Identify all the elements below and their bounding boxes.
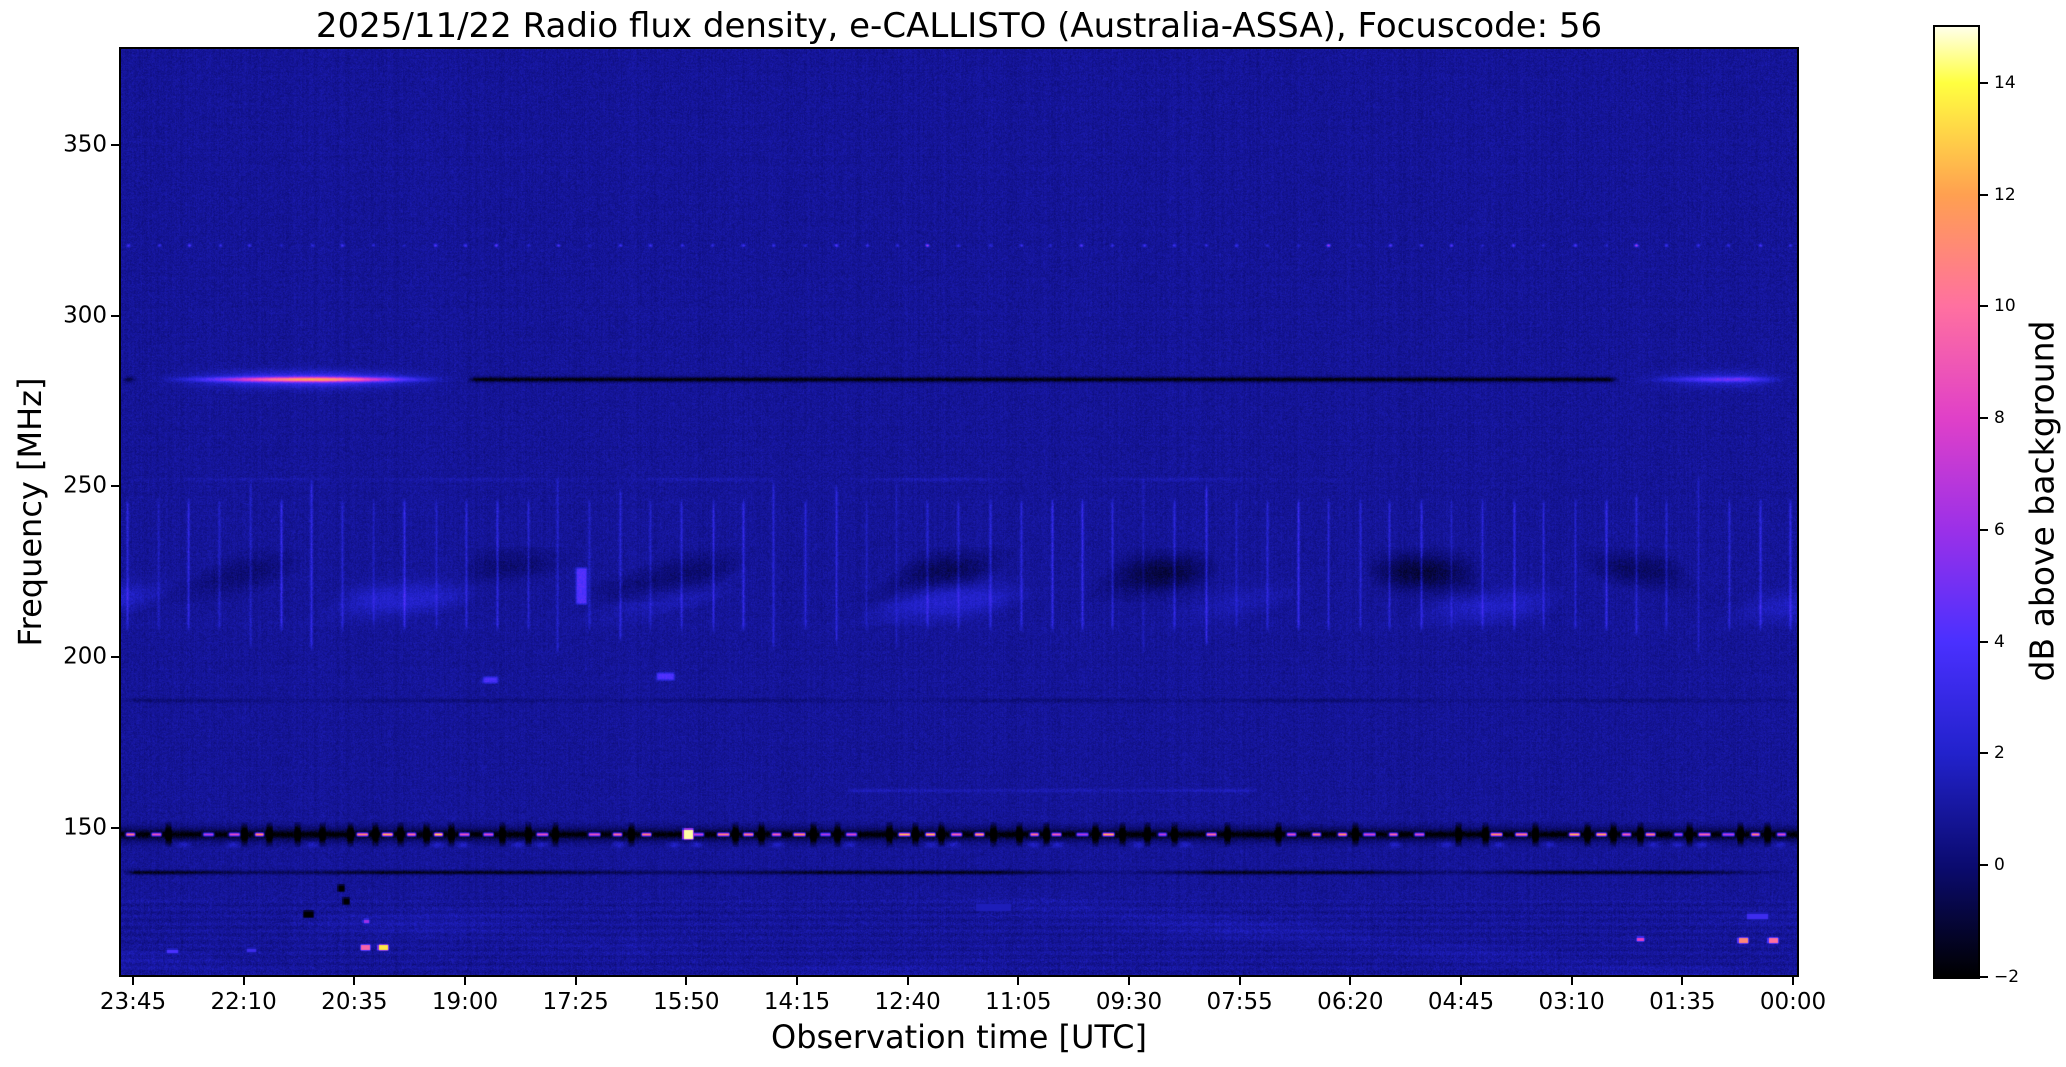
x-tick-mark	[464, 975, 466, 985]
x-tick-label: 03:10	[1538, 989, 1605, 1015]
colorbar-gradient	[1935, 27, 1978, 977]
y-tick-label: 200	[63, 643, 107, 670]
colorbar	[1933, 25, 1980, 979]
y-tick-mark	[111, 485, 121, 488]
colorbar-tick-label: 4	[1994, 631, 2005, 652]
colorbar-tick-mark	[1980, 305, 1988, 308]
colorbar-tick-label: 2	[1994, 743, 2005, 764]
x-tick-label: 15:50	[653, 989, 720, 1015]
y-tick-mark	[111, 143, 121, 146]
y-tick-label: 150	[63, 814, 107, 841]
x-tick-mark	[574, 975, 577, 985]
x-tick-mark	[1570, 975, 1573, 985]
x-tick-mark	[1792, 975, 1794, 985]
colorbar-tick-mark	[1980, 864, 1988, 867]
x-axis-label: Observation time [UTC]	[771, 1018, 1147, 1056]
x-tick-mark	[685, 975, 688, 985]
x-tick-mark	[132, 975, 134, 985]
x-tick-label: 14:15	[763, 989, 831, 1015]
y-tick-label: 250	[63, 472, 107, 499]
y-tick-mark	[111, 656, 121, 659]
x-tick-label: 19:00	[431, 989, 499, 1015]
colorbar-tick-mark	[1980, 976, 1988, 978]
x-tick-label: 00:00	[1759, 989, 1827, 1015]
x-tick-mark	[796, 975, 798, 985]
colorbar-tick-label: 0	[1994, 855, 2005, 876]
y-tick-label: 350	[63, 131, 107, 158]
x-tick-label: 01:35	[1649, 989, 1716, 1015]
x-tick-label: 20:35	[321, 989, 388, 1015]
x-tick-label: 11:05	[985, 989, 1052, 1015]
x-tick-label: 22:10	[210, 989, 277, 1015]
colorbar-tick-mark	[1980, 193, 1988, 196]
x-tick-label: 06:20	[1317, 989, 1384, 1015]
chart-title: 2025/11/22 Radio flux density, e-CALLIST…	[315, 6, 1603, 46]
x-tick-mark	[1017, 975, 1020, 985]
colorbar-tick-mark	[1980, 752, 1988, 755]
x-tick-label: 23:45	[99, 989, 167, 1015]
colorbar-label: dB above background	[2022, 320, 2062, 682]
colorbar-tick-label: 10	[1994, 296, 2016, 317]
y-tick-mark	[111, 827, 121, 830]
x-tick-mark	[1460, 975, 1462, 985]
x-tick-mark	[906, 975, 909, 985]
y-tick-mark	[111, 314, 121, 317]
x-tick-mark	[1681, 975, 1684, 985]
colorbar-tick-label: 6	[1994, 519, 2005, 540]
colorbar-tick-mark	[1980, 417, 1988, 420]
x-tick-label: 04:45	[1427, 989, 1495, 1015]
y-axis-label: Frequency [MHz]	[11, 377, 49, 647]
x-tick-mark	[1349, 975, 1352, 985]
colorbar-tick-label: 12	[1994, 184, 2016, 205]
x-tick-label: 09:30	[1095, 989, 1163, 1015]
x-tick-mark	[242, 975, 245, 985]
x-tick-label: 17:25	[542, 989, 609, 1015]
colorbar-tick-mark	[1980, 528, 1988, 531]
x-tick-mark	[1128, 975, 1130, 985]
x-tick-label: 07:55	[1206, 989, 1273, 1015]
spectrogram-canvas	[121, 49, 1797, 975]
y-tick-label: 300	[63, 301, 107, 328]
colorbar-tick-label: 8	[1994, 408, 2005, 429]
plot-frame	[119, 47, 1799, 977]
x-tick-mark	[1238, 975, 1241, 985]
colorbar-tick-mark	[1980, 81, 1988, 84]
colorbar-tick-mark	[1980, 640, 1988, 643]
x-tick-mark	[353, 975, 356, 985]
x-tick-label: 12:40	[874, 989, 941, 1015]
colorbar-tick-label: −2	[1994, 967, 2020, 987]
colorbar-tick-label: 14	[1994, 72, 2016, 93]
